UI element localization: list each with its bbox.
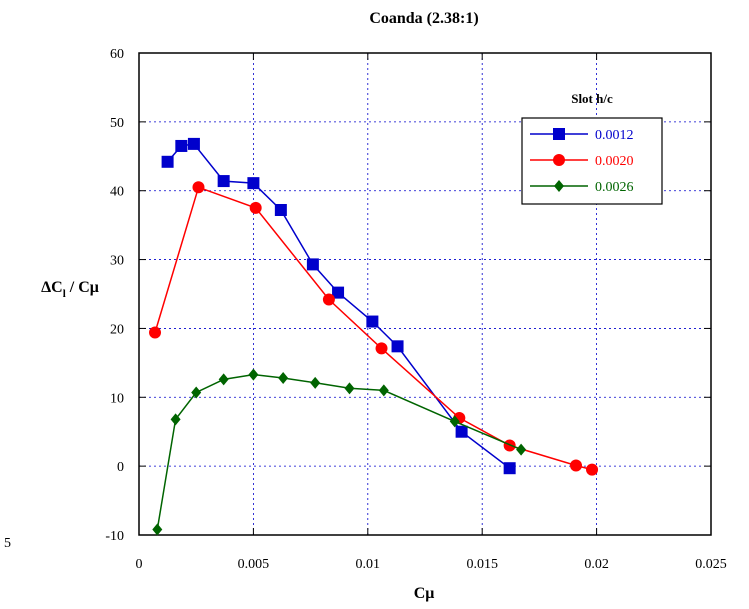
data-point bbox=[378, 384, 389, 397]
data-point bbox=[306, 258, 319, 271]
data-point bbox=[375, 342, 388, 355]
data-point bbox=[187, 137, 200, 150]
data-point bbox=[586, 463, 599, 476]
data-point bbox=[391, 340, 404, 353]
stray-label: 5 bbox=[4, 536, 11, 551]
data-point bbox=[247, 177, 260, 190]
legend-label: 0.0020 bbox=[595, 154, 634, 169]
y-tick-label: 0 bbox=[117, 460, 124, 475]
x-axis-ticks: 0 0.005 0.01 0.015 0.02 0.025 bbox=[136, 53, 727, 572]
y-tick-label: -10 bbox=[105, 529, 124, 544]
legend-title: Slot h/c bbox=[571, 91, 613, 106]
legend-box bbox=[521, 117, 663, 205]
data-point bbox=[449, 415, 460, 428]
series-group bbox=[149, 137, 599, 536]
legend-label: 0.0012 bbox=[595, 128, 634, 143]
data-point bbox=[170, 413, 181, 426]
y-axis-label-delta: ΔC bbox=[41, 279, 63, 296]
data-point bbox=[192, 181, 205, 194]
x-tick-label: 0.015 bbox=[466, 557, 498, 572]
y-tick-label: 10 bbox=[110, 391, 124, 406]
legend-marker bbox=[554, 180, 564, 192]
series-0.0026 bbox=[152, 368, 527, 536]
data-point bbox=[149, 326, 162, 339]
y-axis-label-rest: / Cμ bbox=[66, 279, 99, 296]
data-point bbox=[516, 443, 527, 456]
x-tick-label: 0.005 bbox=[238, 557, 270, 572]
legend-marker bbox=[553, 128, 565, 140]
chart-title: Coanda (2.38:1) bbox=[369, 10, 478, 27]
y-axis-ticks: -10 0 10 20 30 40 50 60 bbox=[105, 47, 711, 544]
y-axis-label: ΔCl / Cμ bbox=[41, 279, 99, 300]
legend-item: 0.0020 bbox=[530, 154, 634, 169]
legend-item: 0.0026 bbox=[530, 180, 634, 195]
data-point bbox=[161, 155, 174, 168]
data-point bbox=[248, 368, 259, 381]
legend-item: 0.0012 bbox=[530, 128, 634, 143]
data-point bbox=[455, 425, 468, 438]
y-tick-label: 20 bbox=[110, 322, 124, 337]
legend-marker bbox=[553, 154, 565, 166]
y-tick-label: 40 bbox=[110, 185, 124, 200]
data-point bbox=[570, 459, 583, 472]
data-point bbox=[274, 203, 287, 216]
series-0.0012 bbox=[161, 137, 516, 475]
y-tick-label: 50 bbox=[110, 116, 124, 131]
y-tick-label: 60 bbox=[110, 47, 124, 62]
x-tick-label: 0.01 bbox=[356, 557, 381, 572]
data-point bbox=[366, 315, 379, 328]
x-tick-label: 0 bbox=[136, 557, 143, 572]
x-axis-label: Cμ bbox=[414, 585, 435, 602]
data-point bbox=[332, 286, 345, 299]
data-point bbox=[191, 386, 202, 399]
data-point bbox=[503, 462, 516, 475]
data-point bbox=[344, 382, 355, 395]
legend: Slot h/c 0.0012 0.0020 0.0026 bbox=[521, 91, 663, 205]
legend-label: 0.0026 bbox=[595, 180, 634, 195]
x-tick-label: 0.025 bbox=[695, 557, 727, 572]
data-point bbox=[218, 373, 229, 386]
data-point bbox=[249, 201, 262, 214]
data-point bbox=[175, 139, 188, 152]
data-point bbox=[217, 175, 230, 188]
x-tick-label: 0.02 bbox=[584, 557, 609, 572]
y-tick-label: 30 bbox=[110, 254, 124, 269]
data-point bbox=[152, 523, 163, 536]
data-point bbox=[278, 372, 289, 385]
plot-frame bbox=[138, 52, 712, 536]
data-point bbox=[310, 376, 321, 389]
data-point bbox=[322, 293, 335, 306]
series-line bbox=[156, 373, 522, 530]
y-axis-label-subscript: l bbox=[63, 288, 66, 300]
